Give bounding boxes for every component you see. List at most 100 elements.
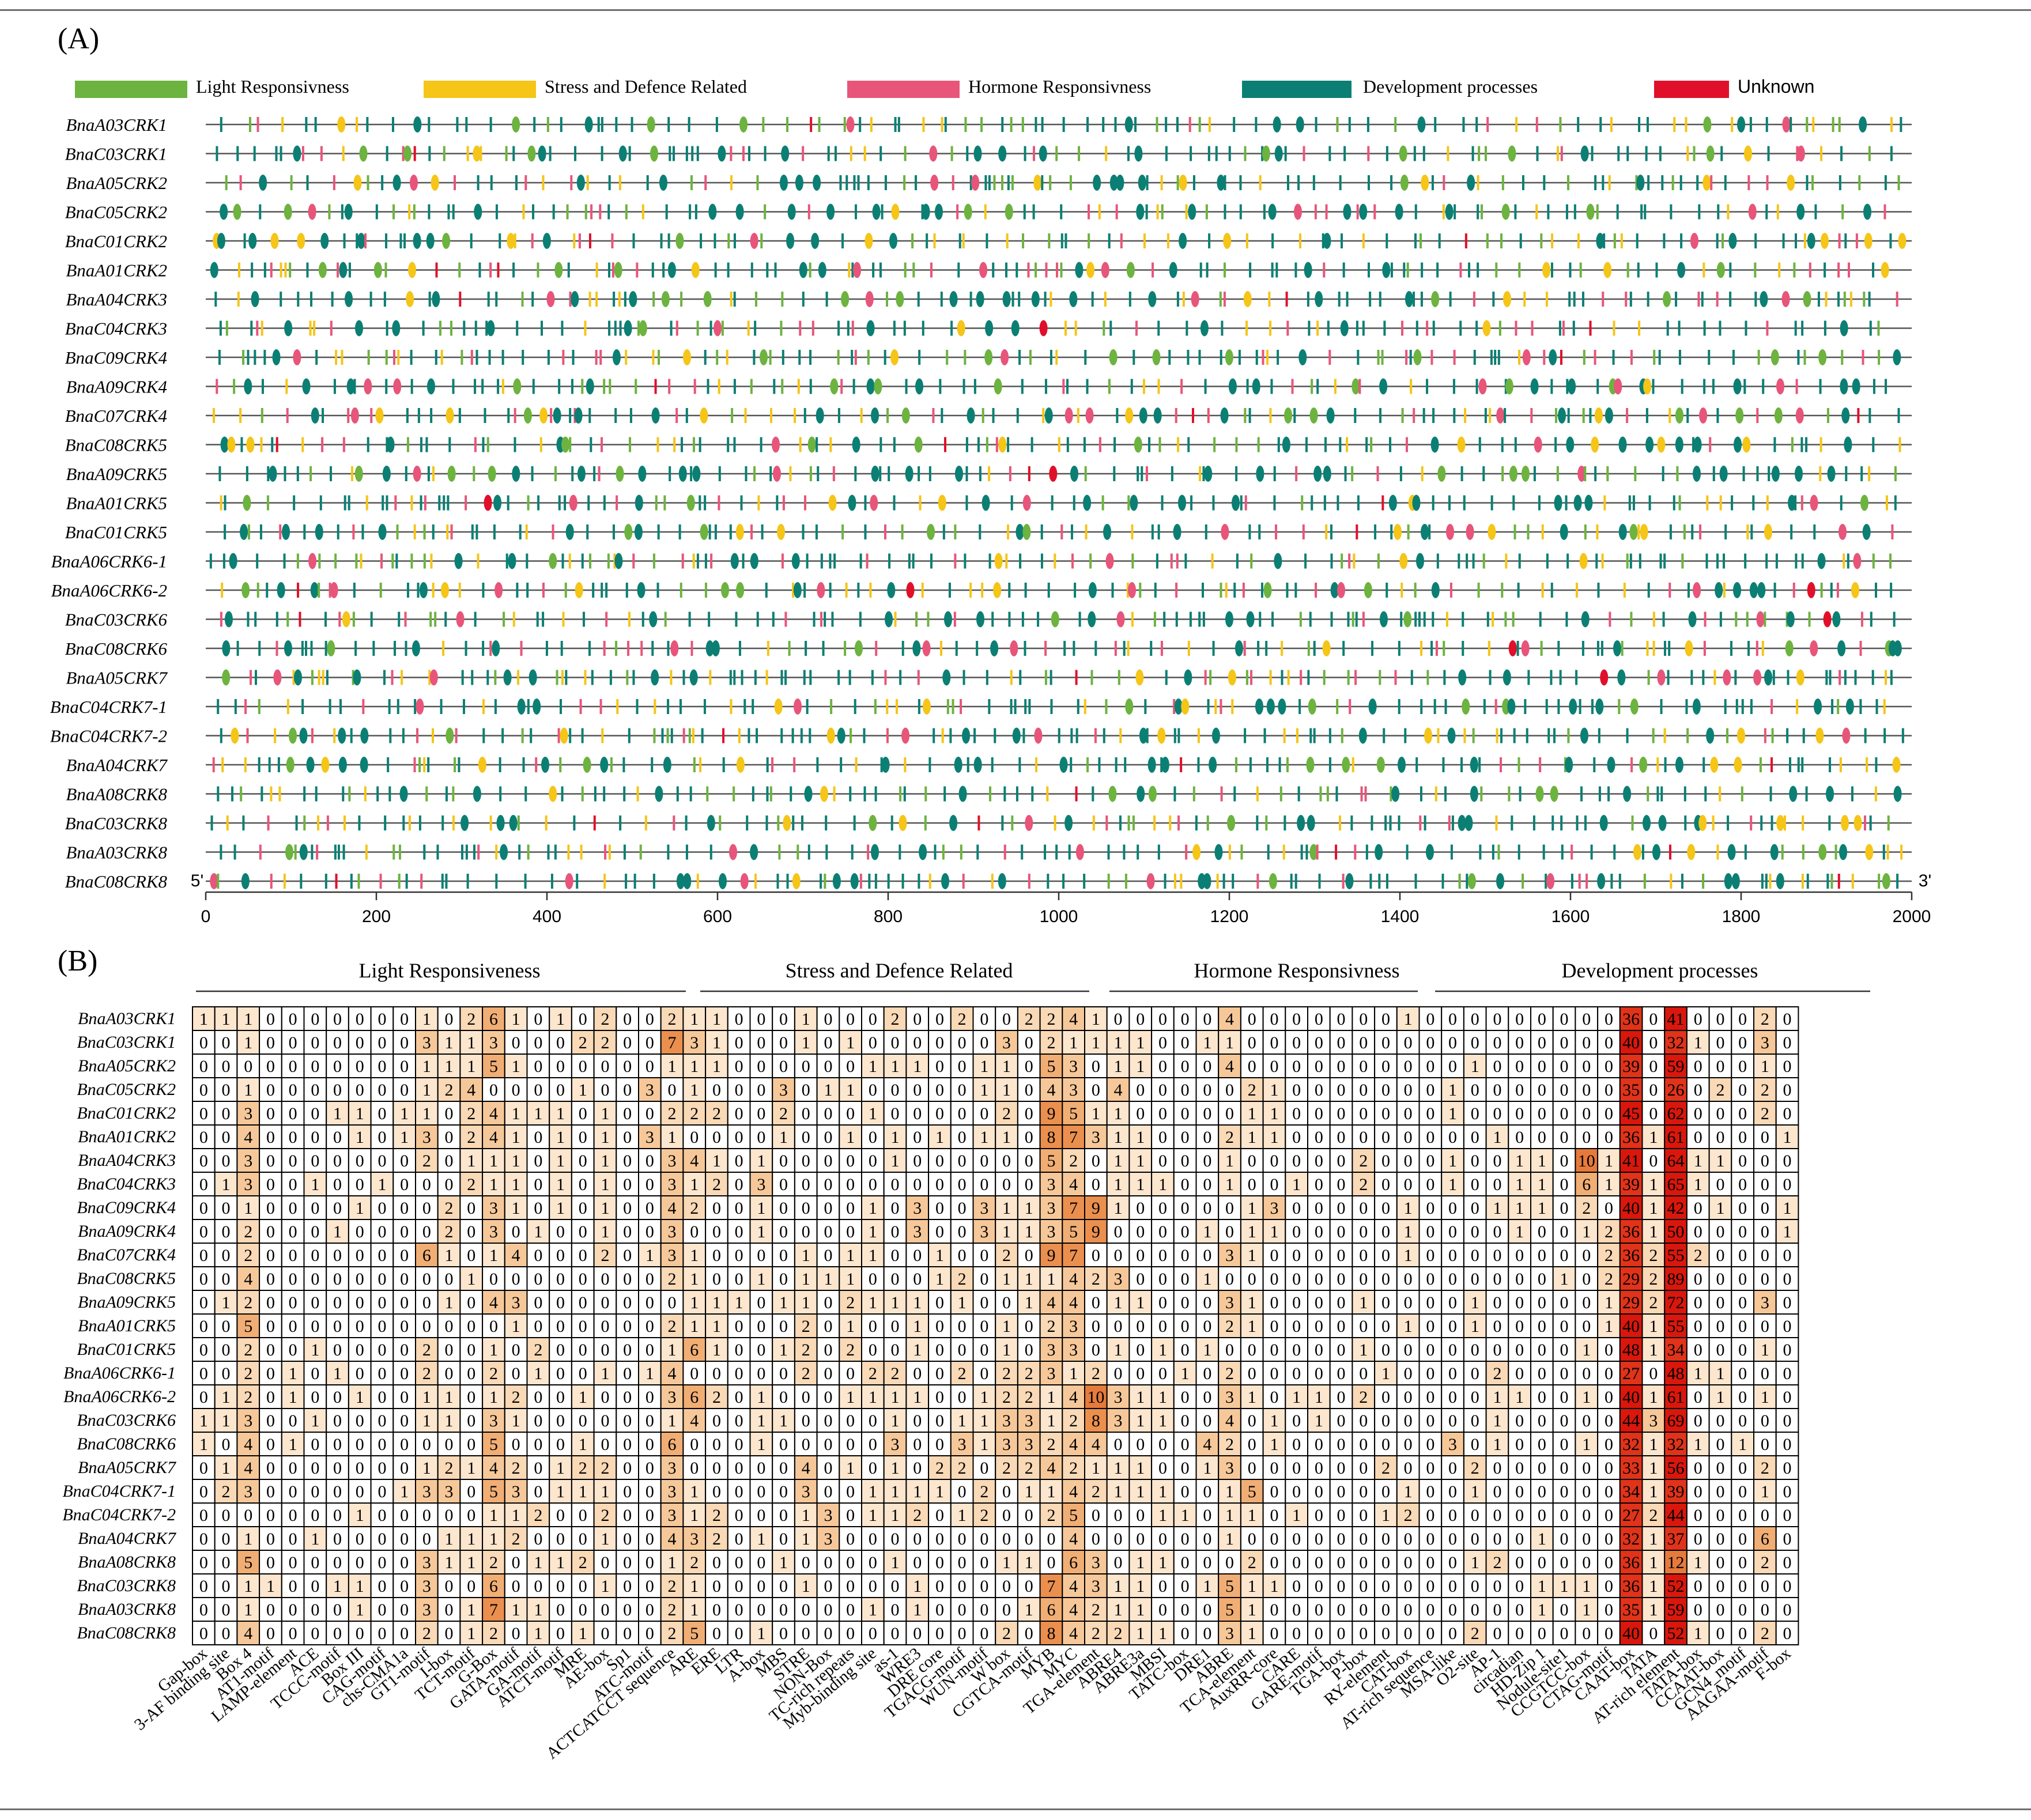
cell-value: 2 [1761,1081,1769,1100]
cis-element-mark [726,350,728,365]
cis-element-mark [470,233,473,248]
cis-element-mark [1869,815,1872,830]
cis-element-mark [546,117,549,132]
cis-element-mark [364,233,367,248]
cis-element-mark [318,670,320,685]
cell-value: 0 [645,1317,654,1336]
cis-element-mark [1271,233,1274,248]
cell-value: 0 [891,1270,900,1289]
cis-element-mark [1153,815,1156,830]
cis-element-mark [919,495,922,511]
cis-element-mark [667,233,670,248]
cis-element-mark [1770,844,1779,860]
cell-value: 1 [377,1175,386,1194]
cis-element-mark [1419,815,1422,830]
cell-value: 0 [1605,1128,1613,1147]
cis-element-mark [837,320,840,336]
cell-value: 0 [534,1128,542,1147]
cell-value: 0 [1315,1293,1323,1312]
cell-value: 0 [735,1317,743,1336]
cis-element-mark [1104,292,1107,307]
cis-element-mark [650,145,658,162]
cis-element-mark [550,408,553,423]
cell-value: 0 [489,1081,498,1100]
cis-element-mark [275,641,278,656]
cis-element-mark [435,262,438,278]
cis-element-mark [1220,350,1222,365]
cell-value: 0 [1738,1151,1747,1170]
cell-value: 0 [1248,1151,1256,1170]
cell-value: 1 [824,1270,832,1289]
cis-element-mark [666,728,669,743]
cis-element-mark [1514,437,1517,452]
cis-element-mark [1316,320,1319,336]
cis-element-mark [689,204,692,220]
cis-element-mark [625,583,628,598]
cis-element-mark [1022,524,1031,540]
cis-element-mark [1460,757,1463,772]
cis-element-mark [1663,553,1666,569]
cis-element-mark [423,553,426,569]
cell-value: 5 [1047,1057,1055,1076]
cis-element-mark [1403,262,1406,278]
cis-element-mark [1413,146,1416,161]
cell-value: 0 [1114,1246,1123,1265]
cis-element-mark [1618,436,1627,453]
cis-element-mark [1698,815,1707,831]
cell-value: 0 [1783,1293,1792,1312]
cell-value: 0 [400,1222,409,1241]
cell-value: 0 [1315,1199,1323,1218]
cis-element-mark [693,757,696,772]
cell-value: 0 [1582,1128,1591,1147]
cis-element-mark [773,379,776,394]
cell-value: 1 [1649,1222,1658,1241]
cell-value: 1 [1538,1151,1546,1170]
cis-element-mark [1466,524,1474,540]
cis-element-mark [1630,611,1633,627]
cis-element-mark [313,320,316,336]
cis-element-mark [696,320,699,336]
cell-value: 65 [1667,1175,1685,1194]
cell-value: 0 [958,1151,967,1170]
cell-value: 0 [1582,1081,1591,1100]
cis-element-mark [1346,437,1349,452]
cell-value: 5 [244,1317,252,1336]
cell-value: 39 [1622,1057,1640,1076]
cis-element-mark [1003,786,1006,802]
cis-element-mark [1458,815,1466,831]
cis-element-mark [1719,466,1728,482]
heatmap-cell [1418,1054,1443,1078]
cis-element-mark [1518,262,1521,278]
cis-element-mark [784,670,787,685]
cell-value: 0 [377,1222,386,1241]
cis-element-mark [688,611,691,627]
cis-element-mark [1139,583,1142,598]
cell-value: 2 [422,1341,431,1360]
heatmap-cell [839,1030,863,1055]
cis-element-mark [1304,553,1307,569]
cis-element-mark [1704,786,1707,802]
cis-element-mark [979,524,981,539]
cell-value: 0 [289,1270,297,1289]
cell-value: 0 [1203,1175,1211,1194]
cell-value: 1 [1404,1199,1413,1218]
cis-element-mark [1349,699,1352,714]
cell-value: 2 [601,1010,609,1029]
cis-element-mark [930,553,933,569]
cis-element-mark [1114,641,1117,656]
cis-element-mark [950,146,953,161]
cell-value: 0 [1136,1270,1145,1289]
cis-element-mark [624,292,626,307]
cis-element-mark [1508,640,1517,656]
cis-element-mark [893,320,896,336]
heatmap-cell [1686,1054,1710,1078]
cis-element-mark [1400,175,1409,191]
cell-value: 1 [1404,1317,1413,1336]
cis-element-mark [1617,146,1620,161]
cis-element-mark [753,466,756,481]
cis-element-mark [1451,815,1454,830]
cis-element-mark [1298,349,1307,365]
cell-value: 0 [1092,1081,1100,1100]
cis-element-mark [680,292,683,307]
cis-element-mark [386,436,395,453]
